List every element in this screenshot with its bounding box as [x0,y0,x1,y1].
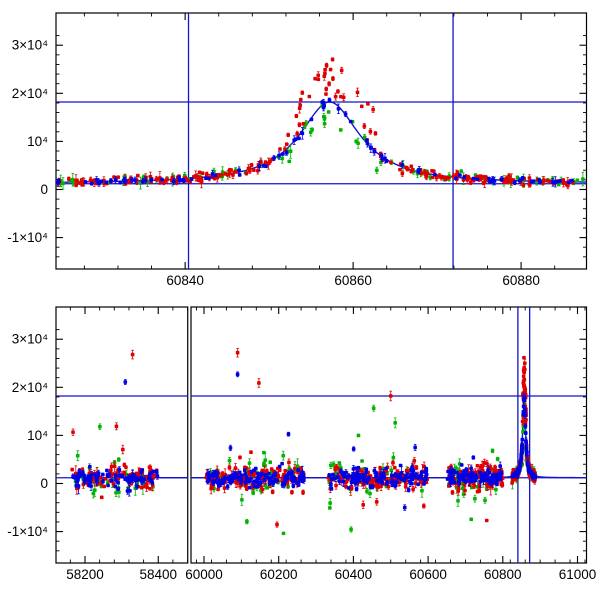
svg-text:0: 0 [40,476,48,491]
svg-text:60600: 60600 [409,567,447,582]
svg-text:-1×10⁴: -1×10⁴ [7,230,48,245]
svg-text:0: 0 [40,182,48,197]
svg-text:60000: 60000 [185,567,223,582]
svg-text:-1×10⁴: -1×10⁴ [7,524,48,539]
svg-text:60800: 60800 [484,567,522,582]
svg-text:10⁴: 10⁴ [27,134,48,149]
svg-text:2×10⁴: 2×10⁴ [12,380,48,395]
svg-text:60840: 60840 [166,273,204,288]
svg-text:58400: 58400 [139,567,177,582]
svg-text:2×10⁴: 2×10⁴ [12,86,48,101]
svg-text:60880: 60880 [502,273,540,288]
svg-text:61000: 61000 [559,567,597,582]
svg-text:3×10⁴: 3×10⁴ [12,332,48,347]
svg-text:10⁴: 10⁴ [27,428,48,443]
svg-text:3×10⁴: 3×10⁴ [12,38,48,53]
svg-text:60200: 60200 [260,567,298,582]
svg-text:60400: 60400 [335,567,373,582]
svg-text:58200: 58200 [66,567,104,582]
svg-text:60860: 60860 [334,273,372,288]
